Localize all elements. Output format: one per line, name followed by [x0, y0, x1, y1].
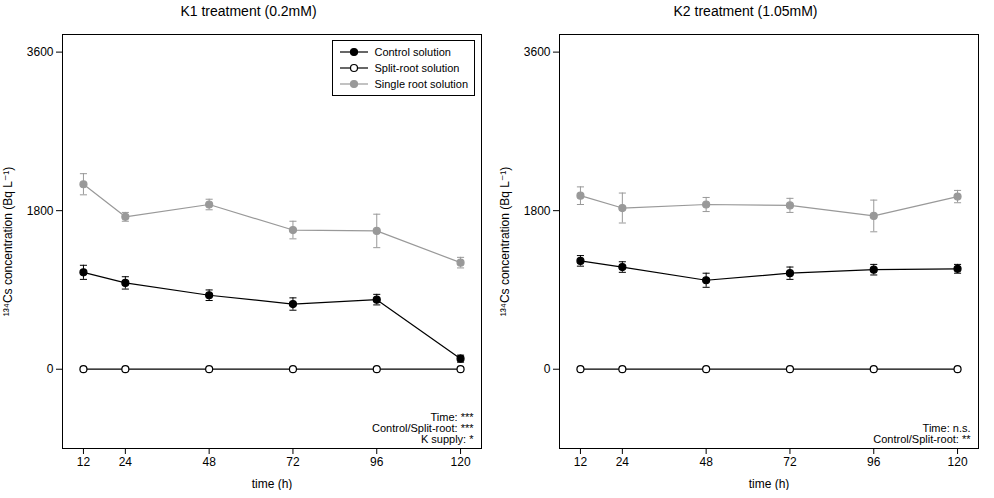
svg-text:24: 24 — [119, 455, 133, 469]
svg-text:24: 24 — [616, 455, 630, 469]
svg-text:96: 96 — [867, 455, 881, 469]
svg-text:1800: 1800 — [524, 204, 551, 218]
svg-text:72: 72 — [783, 455, 797, 469]
svg-text:time (h): time (h) — [749, 477, 790, 491]
svg-text:120: 120 — [948, 455, 968, 469]
svg-text:3600: 3600 — [524, 45, 551, 59]
svg-text:120: 120 — [451, 455, 471, 469]
svg-text:¹³⁴Cs concentration (Bq L⁻¹): ¹³⁴Cs concentration (Bq L⁻¹) — [1, 167, 15, 317]
svg-text:96: 96 — [370, 455, 384, 469]
svg-text:0: 0 — [544, 362, 551, 376]
svg-text:48: 48 — [202, 455, 216, 469]
svg-text:12: 12 — [574, 455, 588, 469]
svg-text:1800: 1800 — [27, 204, 54, 218]
svg-text:12: 12 — [77, 455, 91, 469]
html-text:Control solution: Control solution — [374, 46, 451, 58]
html-text:K1 treatment (0.2mM): K1 treatment (0.2mM) — [180, 3, 317, 19]
svg-text:48: 48 — [699, 455, 713, 469]
svg-text:72: 72 — [286, 455, 300, 469]
svg-text:Time: n.s.Control/Split-root:: Time: n.s.Control/Split-root: ** — [873, 422, 971, 445]
svg-text:¹³⁴Cs concentration (Bq L⁻¹): ¹³⁴Cs concentration (Bq L⁻¹) — [498, 167, 512, 317]
html-text:K2 treatment (1.05mM): K2 treatment (1.05mM) — [673, 3, 818, 19]
html-text:Split-root solution: Split-root solution — [374, 62, 460, 74]
svg-text:0: 0 — [47, 362, 54, 376]
html-text:Single root solution: Single root solution — [374, 78, 468, 90]
svg-text:Time: ***Control/Split-root: *: Time: ***Control/Split-root: ***K supply… — [372, 411, 474, 445]
svg-text:3600: 3600 — [27, 45, 54, 59]
svg-text:time (h): time (h) — [252, 477, 293, 491]
